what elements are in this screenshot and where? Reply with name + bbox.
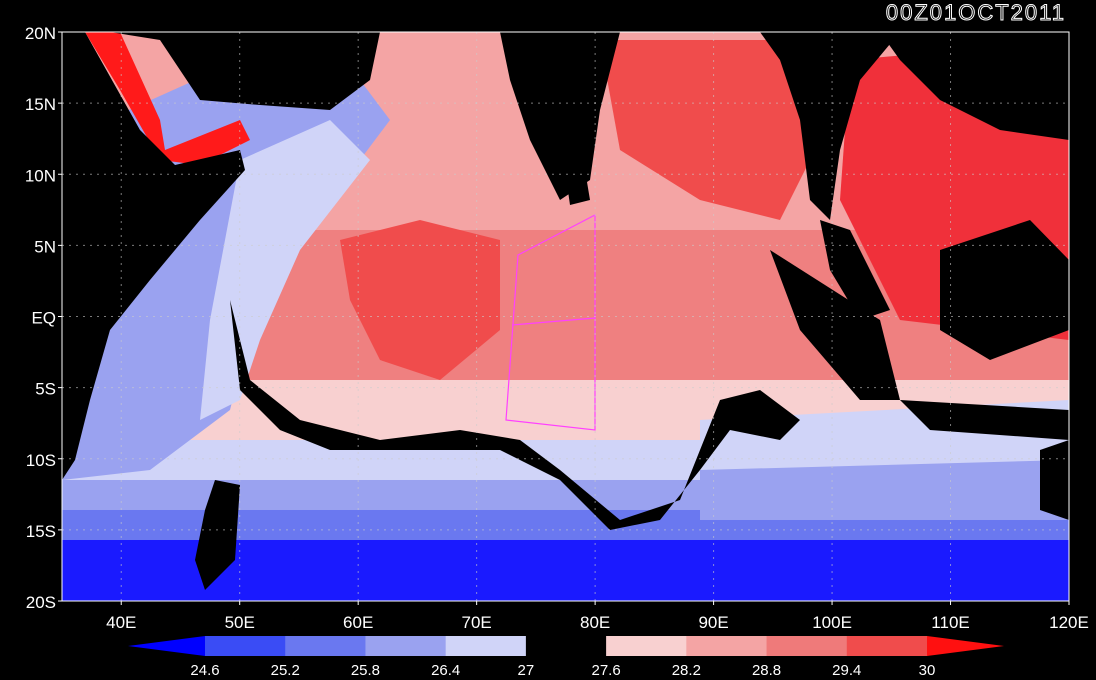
- land-java: [900, 400, 1069, 440]
- land-malaya: [820, 220, 890, 320]
- colorbar-label: 28.2: [672, 662, 701, 679]
- colorbar-segment: [365, 636, 447, 656]
- colorbar-label: 30: [919, 662, 936, 679]
- lat-tick-label: 5S: [35, 380, 56, 399]
- red-sea-warm: [85, 32, 250, 165]
- colorbar-segment: [285, 636, 366, 656]
- lat-tick-label: 20S: [26, 593, 56, 612]
- colorbar-segment: [445, 636, 527, 656]
- lon-tick-label: 40E: [106, 613, 136, 632]
- colorbar-segment: [846, 636, 928, 656]
- lat-tick-label: 15S: [26, 522, 56, 541]
- land-australia: [1040, 440, 1069, 520]
- overlay-box: [505, 214, 596, 431]
- land-borneo: [940, 220, 1069, 360]
- colorbar-segment: [766, 636, 848, 656]
- lat-tick-label: 10S: [26, 451, 56, 470]
- colorbar: [128, 636, 1004, 656]
- land-africa: [62, 32, 245, 480]
- land-india: [500, 32, 620, 200]
- lat-tick-label: EQ: [31, 309, 56, 328]
- warm-core-west: [340, 220, 500, 380]
- colorbar-arrow-low: [128, 636, 205, 656]
- colorbar-label: 27: [518, 662, 535, 679]
- land-arabia: [110, 32, 380, 110]
- land-sri-lanka: [565, 170, 590, 205]
- colorbar-label: 25.2: [271, 662, 300, 679]
- latitude-labels: 20N 15N 10N 5N EQ 5S 10S 15S 20S: [25, 24, 62, 612]
- lon-tick-label: 90E: [698, 613, 728, 632]
- timestamp-label: 00Z01OCT2011: [886, 0, 1066, 25]
- colorbar-labels: 24.6 25.2 25.8 26.4 27 27.6 28.2 28.8 29.4 30: [190, 662, 935, 679]
- warm-east: [600, 40, 830, 220]
- colorbar-arrow-high: [927, 636, 1004, 656]
- lat-tick-label: 15N: [25, 95, 56, 114]
- land-indochina-east: [880, 32, 1069, 140]
- colorbar-label: 28.8: [752, 662, 781, 679]
- lon-tick-label: 60E: [343, 613, 373, 632]
- overlay-box-divider: [511, 317, 596, 326]
- lon-tick-label: 120E: [1049, 613, 1089, 632]
- cool-patch-south-east-2: [700, 460, 1069, 520]
- land-indochina: [760, 32, 900, 220]
- lat-tick-label: 20N: [25, 24, 56, 43]
- lon-tick-label: 50E: [225, 613, 255, 632]
- longitude-labels: 40E 50E 60E 70E 80E 90E 100E 110E 120E: [106, 601, 1089, 632]
- west-cool-region-inner: [200, 120, 370, 420]
- colorbar-label: 24.6: [190, 662, 219, 679]
- lon-tick-label: 110E: [931, 613, 969, 632]
- land-madagascar: [195, 480, 240, 590]
- colorbar-segment: [606, 636, 687, 656]
- lon-tick-label: 70E: [462, 613, 492, 632]
- land-sumatra: [770, 250, 900, 400]
- lat-tick-label: 10N: [25, 166, 56, 185]
- colorbar-segment: [525, 636, 607, 656]
- lon-tick-label: 80E: [580, 613, 610, 632]
- map-panel: [62, 32, 1069, 601]
- lon-tick-label: 100E: [812, 613, 852, 632]
- colorbar-segment: [686, 636, 768, 656]
- colorbar-segment: [205, 636, 286, 656]
- colorbar-label: 25.8: [351, 662, 380, 679]
- colorbar-label: 27.6: [592, 662, 621, 679]
- lat-tick-label: 5N: [34, 237, 56, 256]
- colorbar-label: 29.4: [832, 662, 861, 679]
- colorbar-label: 26.4: [431, 662, 460, 679]
